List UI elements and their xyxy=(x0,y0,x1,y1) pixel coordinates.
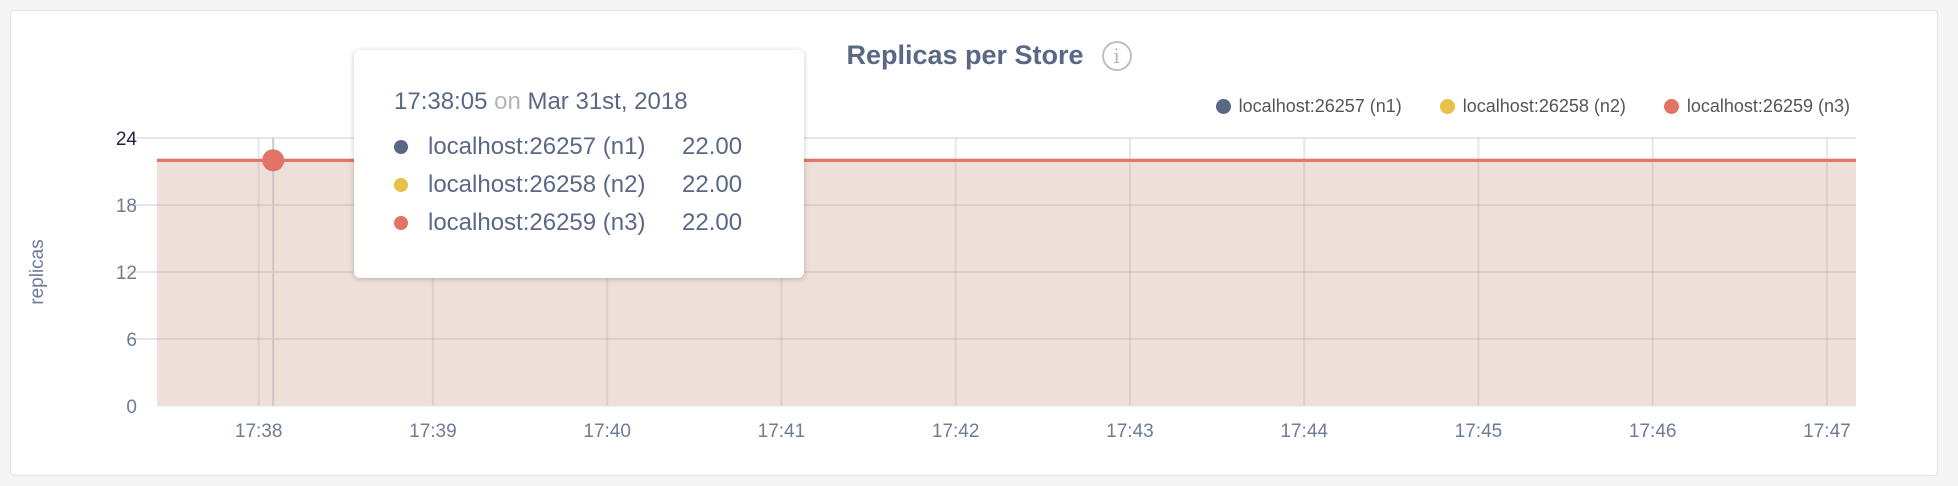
tooltip-row: localhost:26259 (n3) 22.00 xyxy=(394,204,804,242)
tooltip-series-name: localhost:26257 (n1) xyxy=(428,133,646,160)
y-tick-label: 24 xyxy=(116,129,138,150)
legend-dot xyxy=(1215,99,1231,114)
tooltip-value: 22.00 xyxy=(682,171,743,198)
y-tick-label: 6 xyxy=(126,330,137,351)
y-tick-label: 18 xyxy=(116,196,137,217)
legend-label: localhost:26257 (n1) xyxy=(1238,96,1402,116)
tooltip-dot xyxy=(394,216,408,230)
x-tick-label: 17:46 xyxy=(1629,421,1677,442)
x-tick-label: 17:44 xyxy=(1280,421,1328,442)
tooltip-series-name: localhost:26258 (n2) xyxy=(428,171,646,198)
tooltip-row: localhost:26257 (n1) 22.00 xyxy=(394,128,804,166)
legend-dot xyxy=(1663,99,1679,114)
x-tick-label: 17:39 xyxy=(409,421,457,442)
tooltip-time: 17:38:05 xyxy=(394,88,488,115)
tooltip-header: 17:38:05 on Mar 31st, 2018 xyxy=(394,88,804,116)
tooltip-date: Mar 31st, 2018 xyxy=(527,88,688,115)
chart-title-text: Replicas per Store xyxy=(846,40,1084,70)
x-tick-label: 17:43 xyxy=(1106,421,1154,442)
hover-marker xyxy=(262,149,285,172)
y-tick-label: 0 xyxy=(126,397,137,418)
x-tick-label: 17:45 xyxy=(1455,421,1503,442)
tooltip-series-name: localhost:26259 (n3) xyxy=(428,209,646,236)
tooltip: 17:38:05 on Mar 31st, 2018 localhost:262… xyxy=(354,50,804,278)
x-tick-label: 17:47 xyxy=(1803,421,1851,442)
tooltip-dot xyxy=(394,140,408,154)
tooltip-on: on xyxy=(494,88,521,115)
legend-item[interactable]: localhost:26257 (n1) xyxy=(1215,96,1402,117)
x-tick-label: 17:41 xyxy=(758,421,806,442)
x-tick-label: 17:40 xyxy=(583,421,631,442)
x-tick-label: 17:38 xyxy=(235,421,283,442)
legend-item[interactable]: localhost:26258 (n2) xyxy=(1439,96,1626,117)
tooltip-row: localhost:26258 (n2) 22.00 xyxy=(394,166,804,204)
tooltip-value: 22.00 xyxy=(682,133,743,160)
x-tick-label: 17:42 xyxy=(932,421,980,442)
legend-label: localhost:26259 (n3) xyxy=(1686,96,1850,116)
legend-label: localhost:26258 (n2) xyxy=(1462,96,1626,116)
tooltip-dot xyxy=(394,178,408,192)
legend-item[interactable]: localhost:26259 (n3) xyxy=(1663,96,1850,117)
info-icon[interactable]: i xyxy=(1101,40,1132,71)
legend-dot xyxy=(1439,99,1455,114)
tooltip-value: 22.00 xyxy=(682,209,743,236)
chart-title: Replicas per Store i xyxy=(0,40,1958,71)
legend: localhost:26257 (n1) localhost:26258 (n2… xyxy=(1215,96,1850,117)
y-tick-label: 12 xyxy=(116,263,137,284)
